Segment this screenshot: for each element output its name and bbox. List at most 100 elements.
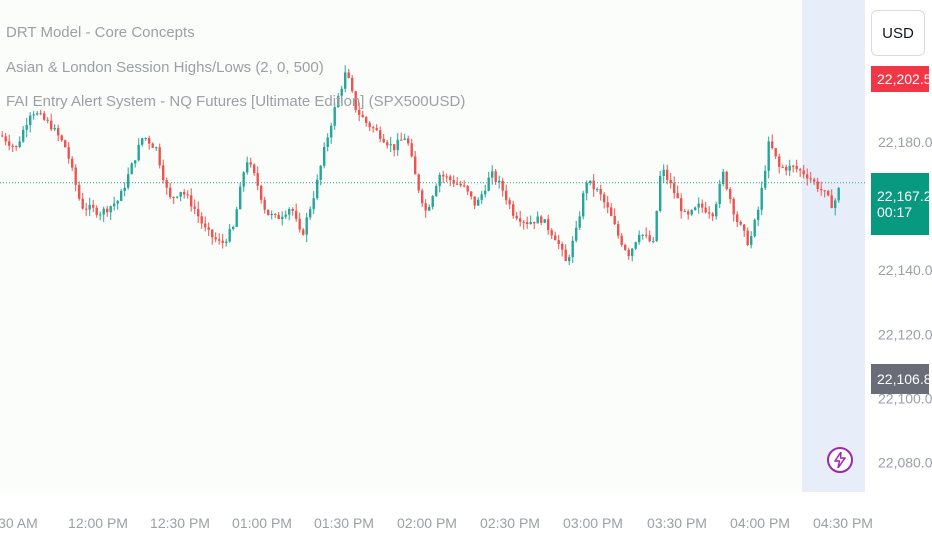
candle-body: [750, 236, 753, 246]
candle-body: [781, 166, 784, 168]
candle-body: [267, 209, 270, 216]
candle-body: [536, 216, 539, 224]
candle-body: [662, 169, 665, 176]
chart-area[interactable]: [0, 0, 865, 492]
candle-body: [452, 180, 455, 184]
candle-body: [256, 173, 259, 186]
candle-body: [211, 229, 214, 238]
candle-body: [305, 217, 308, 235]
lightning-bolt-icon[interactable]: [827, 447, 853, 473]
candle-body: [627, 249, 630, 257]
candle-body: [792, 165, 795, 167]
candle-body: [379, 130, 382, 139]
candle-body: [32, 114, 35, 116]
candle-body: [676, 193, 679, 199]
candle-body: [694, 207, 697, 210]
candle-body: [186, 194, 189, 196]
candle-body: [704, 207, 707, 213]
candle-body: [351, 77, 354, 92]
candle-body: [540, 216, 543, 223]
candle-body: [60, 135, 63, 141]
candle-body: [183, 192, 186, 195]
candle-body: [606, 202, 609, 208]
candle-body: [130, 163, 133, 175]
candles-group: [1, 65, 840, 265]
candle-body: [309, 209, 312, 218]
candle-body: [715, 204, 718, 217]
price-chart[interactable]: [0, 0, 865, 492]
candle-body: [806, 174, 809, 179]
candle-body: [421, 190, 424, 204]
candle-body: [172, 196, 175, 198]
time-tick-label: 02:00 PM: [397, 515, 457, 531]
candle-body: [298, 218, 301, 230]
candle-body: [239, 186, 242, 210]
candle-body: [274, 213, 277, 215]
candle-body: [134, 160, 137, 164]
time-tick-label: 12:30 PM: [150, 515, 210, 531]
currency-button[interactable]: USD: [871, 10, 925, 56]
candle-body: [449, 176, 452, 181]
legend-indicator-1[interactable]: DRT Model - Core Concepts: [6, 24, 195, 41]
candle-body: [813, 179, 816, 182]
candle-body: [46, 119, 49, 121]
candle-body: [470, 191, 473, 197]
candle-body: [767, 141, 770, 171]
candle-body: [578, 216, 581, 228]
candle-body: [165, 180, 168, 188]
candle-body: [403, 138, 406, 140]
candle-body: [228, 229, 231, 242]
candle-body: [190, 195, 193, 207]
candle-body: [144, 138, 147, 140]
candle-body: [739, 221, 742, 225]
candle-body: [354, 91, 357, 111]
candle-body: [179, 192, 182, 197]
candle-body: [396, 139, 399, 151]
price-tick-label: 22,120.00: [878, 326, 932, 342]
candle-body: [225, 241, 228, 243]
candle-body: [438, 174, 441, 187]
candle-body: [494, 171, 497, 182]
candle-body: [778, 156, 781, 167]
candle-body: [372, 127, 375, 129]
candle-body: [106, 208, 109, 213]
candle-body: [519, 218, 522, 222]
candle-body: [508, 200, 511, 205]
legend-indicator-2[interactable]: Asian & London Session Highs/Lows (2, 0,…: [6, 59, 324, 76]
candle-body: [326, 137, 329, 147]
time-axis: :30 AM 12:00 PM 12:30 PM 01:00 PM 01:30 PM 02…: [0, 515, 873, 531]
candle-body: [235, 209, 238, 227]
session-highlight: [802, 0, 865, 492]
candle-body: [610, 207, 613, 216]
candle-body: [270, 213, 273, 216]
candle-body: [302, 229, 305, 235]
candle-body: [697, 203, 700, 208]
candle-body: [8, 141, 11, 146]
candle-body: [39, 113, 42, 115]
candle-body: [361, 114, 364, 118]
candle-body: [18, 141, 21, 147]
candle-body: [456, 183, 459, 185]
time-tick-label: 04:30 PM: [813, 515, 873, 531]
candle-body: [29, 115, 32, 126]
candle-body: [690, 209, 693, 215]
candle-body: [680, 198, 683, 212]
candle-body: [347, 72, 350, 78]
candle-body: [774, 148, 777, 157]
candle-body: [242, 172, 245, 187]
candle-body: [575, 227, 578, 241]
candle-body: [617, 224, 620, 236]
legend-indicator-3[interactable]: FAI Entry Alert System - NQ Futures [Ult…: [6, 93, 466, 110]
candle-body: [57, 127, 60, 136]
candle-body: [85, 208, 88, 210]
candle-body: [571, 240, 574, 258]
candle-body: [827, 191, 830, 196]
lightning-bolt-glyph: [834, 452, 846, 468]
current-price-badge: 22,167.25 00:17: [871, 173, 932, 235]
candle-body: [729, 189, 732, 199]
candle-body: [473, 196, 476, 206]
candle-body: [711, 213, 714, 217]
candle-body: [505, 190, 508, 201]
candle-body: [459, 183, 462, 186]
candle-body: [123, 187, 126, 191]
